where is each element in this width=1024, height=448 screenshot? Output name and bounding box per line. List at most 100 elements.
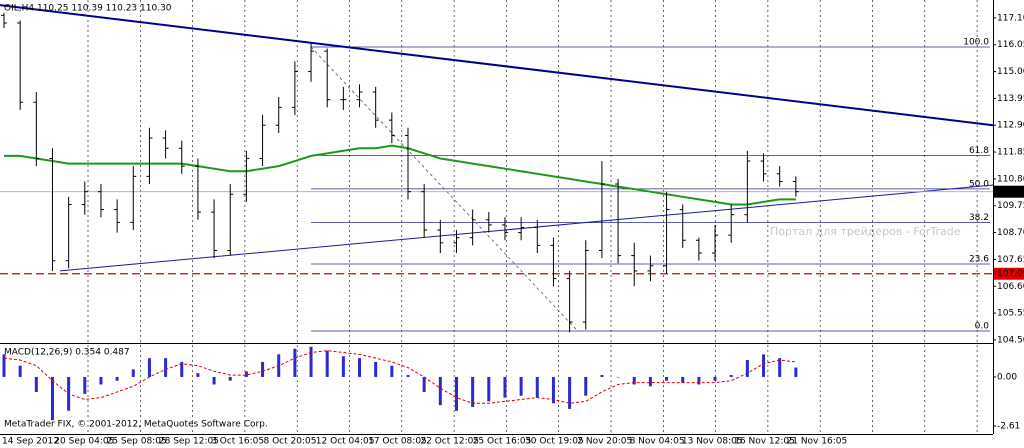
x-tick-label: 2 Nov 20:05 <box>577 437 632 447</box>
x-tick-label: 8 Nov 04:05 <box>630 437 685 447</box>
macd-bar <box>535 376 539 398</box>
macd-signal <box>3 350 796 404</box>
macd-bar <box>632 376 636 385</box>
fib-anchor <box>310 46 578 332</box>
macd-title: MACD(12,26,9) 0.354 0.487 <box>4 348 130 358</box>
macd-bar <box>487 376 491 402</box>
y-tick-label: 110.80 <box>997 174 1024 184</box>
x-tick-label: 14 Sep 2012 <box>2 437 59 447</box>
x-tick-label: 22 Oct 12:05 <box>420 437 479 447</box>
x-tick-label: 20 Sep 04:05 <box>54 437 114 447</box>
y-tick-label: 113.95 <box>997 94 1024 104</box>
y-tick-label: 0.00 <box>997 372 1017 382</box>
macd-bar <box>164 358 168 377</box>
y-tick-label: 109.75 <box>997 201 1024 211</box>
macd-bar <box>325 350 329 377</box>
macd-bar <box>648 376 652 387</box>
fib-label: 0.0 <box>975 321 990 331</box>
macd-bar <box>2 354 6 377</box>
macd-bar <box>34 376 38 392</box>
macd-bar <box>309 346 313 377</box>
x-tick-label: 13 Nov 08:05 <box>682 437 743 447</box>
macd-bar <box>131 369 135 377</box>
copyright: MetaTrader FIX, © 2001-2012, MetaQuotes … <box>4 420 268 430</box>
macd-bar <box>438 376 442 406</box>
macd-bar <box>196 373 200 377</box>
x-tick-label: 8 Oct 20:05 <box>264 437 317 447</box>
fib-label: 100.0 <box>963 38 989 48</box>
macd-bar <box>374 361 378 377</box>
y-tick-label: 112.90 <box>997 121 1024 131</box>
macd-bar <box>681 376 685 383</box>
macd-bar <box>83 376 87 394</box>
y-tick-label: 115.00 <box>997 67 1024 77</box>
fib-label: 50.0 <box>969 179 989 189</box>
x-tick-label: 3 Oct 16:05 <box>211 437 264 447</box>
macd-bar <box>180 361 184 377</box>
macd-bar <box>244 371 248 377</box>
trendline <box>59 184 993 272</box>
x-tick-label: 16 Nov 12:05 <box>734 437 795 447</box>
macd-bar <box>228 376 232 381</box>
moving-average <box>4 144 796 206</box>
fib-label: 61.8 <box>969 146 989 156</box>
y-tick-label: 104.50 <box>997 335 1024 345</box>
y-tick-label: 105.55 <box>997 309 1024 319</box>
stop-label-bg <box>994 267 1024 280</box>
main-pane: 100.0 61.8 50.0 38.2 23.6 0.0 Портал для трейд… <box>0 4 993 333</box>
macd-bar <box>406 375 410 377</box>
x-tick-label: 21 Nov 16:05 <box>787 437 848 447</box>
y-tick-label: 117.10 <box>997 13 1024 23</box>
macd-bar <box>99 376 103 385</box>
x-tick-label: 28 Sep 12:05 <box>159 437 219 447</box>
macd-bar <box>341 356 345 377</box>
y-tick-label: 106.60 <box>997 282 1024 292</box>
y-tick-label: 116.05 <box>997 40 1024 50</box>
macd-bar <box>18 365 22 377</box>
macd-bar <box>600 375 604 377</box>
fib-label: 23.6 <box>969 255 989 265</box>
macd-bar <box>390 365 394 377</box>
macd-bar <box>293 348 297 377</box>
current-price-bg <box>994 185 1024 198</box>
macd-bar <box>503 376 507 398</box>
y-tick-label: 108.70 <box>997 228 1024 238</box>
macd-bar <box>713 376 717 381</box>
macd-bar <box>212 376 216 385</box>
macd-bar <box>568 376 572 409</box>
x-tick-label: 30 Oct 19:05 <box>525 437 584 447</box>
stop-label: 107.09 <box>997 269 1024 279</box>
y-tick-label: 111.85 <box>997 148 1024 158</box>
macd-bar <box>471 376 475 408</box>
macd-bar <box>261 361 265 377</box>
watermark: Портал для трейдеров - ForTrade <box>770 225 961 238</box>
macd-bar <box>794 367 798 377</box>
macd-bar <box>762 354 766 377</box>
macd-bar <box>616 376 620 378</box>
macd-bar <box>697 376 701 385</box>
macd-bar <box>358 358 362 377</box>
macd-bar <box>147 358 151 377</box>
macd-bar <box>584 376 588 396</box>
x-tick-label: 25 Sep 08:05 <box>107 437 167 447</box>
macd-bar <box>745 360 749 377</box>
trendline <box>0 4 993 127</box>
macd-bar <box>778 358 782 377</box>
macd-bar <box>665 376 669 381</box>
macd-bar <box>519 376 523 396</box>
fib-label: 38.2 <box>969 213 989 223</box>
y-tick-label: 107.65 <box>997 255 1024 265</box>
macd-bar <box>454 376 458 411</box>
chart-title: OIL,H4 110.25 110.39 110.23 110.30 <box>4 4 172 14</box>
x-tick-label: 25 Oct 16:05 <box>473 437 532 447</box>
macd-bar <box>115 376 119 381</box>
macd-bar <box>422 376 426 392</box>
x-tick-label: 12 Oct 04:05 <box>316 437 375 447</box>
current-price-label: 110.30 <box>997 187 1024 197</box>
y-tick-label: -2.61 <box>997 421 1020 431</box>
macd-bar <box>50 376 54 421</box>
x-tick-label: 17 Oct 08:05 <box>368 437 427 447</box>
macd-bar <box>551 376 555 404</box>
